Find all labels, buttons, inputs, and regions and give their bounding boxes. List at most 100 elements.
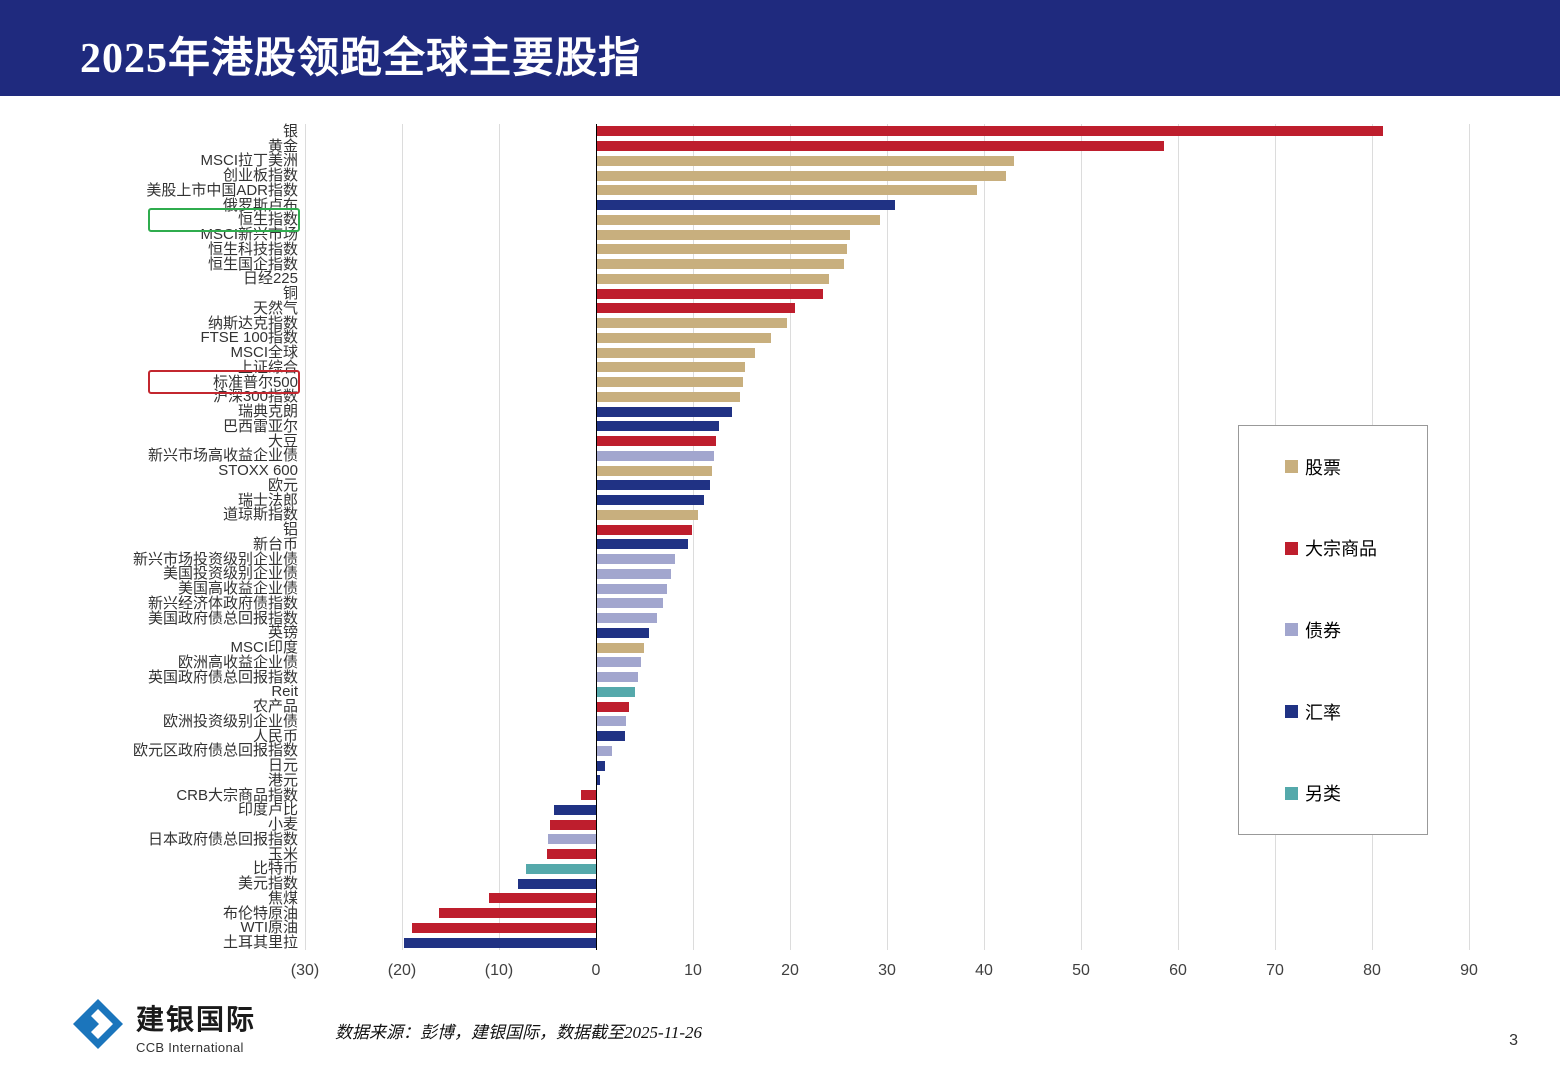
category-label: 印度卢比 [237, 801, 298, 819]
legend-swatch [1285, 460, 1298, 474]
bar [597, 450, 715, 461]
bar [597, 170, 1007, 181]
legend-swatch [1285, 786, 1298, 800]
category-label: 大豆 [267, 432, 298, 450]
x-tick-label: (20) [387, 962, 417, 979]
bar [597, 244, 848, 255]
category-label: 土耳其里拉 [222, 934, 298, 952]
category-label: CRB大宗商品指数 [176, 786, 298, 804]
x-tick-label: 70 [1266, 962, 1284, 979]
bar [597, 716, 627, 727]
bar [597, 480, 711, 491]
bar [597, 259, 845, 270]
category-label: 农产品 [252, 698, 298, 716]
legend-swatch [1285, 623, 1298, 637]
category-label: 美元指数 [237, 875, 298, 893]
category-label: 小麦 [267, 816, 298, 834]
x-tick-label: 10 [684, 962, 702, 979]
gridline [1469, 124, 1470, 950]
category-label: 标准普尔500 [212, 373, 298, 391]
category-label: WTI原油 [240, 919, 299, 937]
bar [597, 775, 600, 786]
gridline [499, 124, 500, 950]
category-label: 美国高收益企业债 [177, 580, 298, 598]
category-label: 铜 [282, 285, 298, 303]
bar [597, 554, 675, 565]
red-highlight-box [148, 370, 300, 395]
category-label: 比特币 [252, 860, 298, 878]
bar [597, 613, 658, 624]
legend-item: 债券 [1285, 617, 1427, 643]
x-tick-label: 0 [591, 962, 601, 979]
category-label: MSCI印度 [230, 639, 298, 657]
green-highlight-box [148, 207, 300, 232]
bar [597, 539, 689, 550]
category-label: FTSE 100指数 [200, 329, 298, 347]
category-label: 日经225 [242, 270, 298, 288]
bar [597, 642, 644, 653]
logo-text: 建银国际 [136, 1004, 257, 1035]
category-label: 欧元区政府债总回报指数 [132, 742, 298, 760]
category-label: 英镑 [267, 624, 298, 642]
bar [597, 760, 605, 771]
category-label: 欧元 [267, 476, 298, 494]
bar [597, 214, 881, 225]
legend-label: 债券 [1305, 620, 1341, 641]
bar [597, 377, 743, 388]
category-label: 黄金 [267, 137, 298, 155]
page-number: 3 [1509, 1032, 1518, 1049]
bar [597, 421, 720, 432]
source-note: 数据来源：彭博，建银国际，数据截至2025-11-26 [335, 1023, 703, 1042]
gridline [402, 124, 403, 950]
legend-swatch [1285, 705, 1298, 719]
category-label: 新台币 [252, 535, 298, 553]
category-label: 创业板指数 [222, 167, 298, 185]
bar [597, 200, 895, 211]
bar [403, 937, 596, 948]
gridline [1178, 124, 1179, 950]
bar [597, 126, 1383, 137]
x-tick-label: (30) [290, 962, 320, 979]
bar [597, 745, 612, 756]
bar [597, 332, 771, 343]
category-label: 恒生科技指数 [207, 240, 298, 258]
gridline [984, 124, 985, 950]
bar [597, 465, 713, 476]
bar [597, 155, 1015, 166]
gridline [790, 124, 791, 950]
category-label: 天然气 [252, 299, 298, 317]
bar [597, 657, 641, 668]
category-label: STOXX 600 [218, 462, 298, 480]
category-label: 瑞典克朗 [237, 403, 298, 421]
bar [597, 391, 740, 402]
bar [597, 185, 978, 196]
legend-label: 另类 [1305, 784, 1341, 805]
category-label: 布伦特原油 [222, 904, 298, 922]
category-label: 铝 [282, 521, 298, 539]
x-tick-label: 90 [1460, 962, 1478, 979]
gridline [305, 124, 306, 950]
category-label: 日本政府债总回报指数 [147, 830, 298, 848]
category-label: 恒生指数 [237, 211, 298, 229]
bar [546, 849, 596, 860]
legend-swatch [1285, 541, 1298, 555]
bar [489, 893, 596, 904]
x-tick-label: 30 [878, 962, 896, 979]
bar [411, 922, 596, 933]
category-label: 银 [282, 122, 298, 140]
category-label: 玉米 [267, 845, 298, 863]
bar [526, 863, 596, 874]
category-label: 新兴经济体政府债指数 [147, 594, 298, 612]
category-label: 日元 [267, 757, 298, 775]
category-label: 恒生国企指数 [207, 255, 298, 273]
gridline [887, 124, 888, 950]
bar [597, 509, 698, 520]
x-tick-label: 40 [975, 962, 993, 979]
bar [597, 406, 732, 417]
ccb-logo: 建银国际 CCB International [72, 998, 256, 1055]
bar [597, 288, 823, 299]
legend: 股票 大宗商品 债券 汇率 另类 [1238, 425, 1428, 835]
category-label: MSCI全球 [230, 344, 298, 362]
category-label: 欧洲高收益企业债 [177, 653, 298, 671]
bar [597, 627, 650, 638]
